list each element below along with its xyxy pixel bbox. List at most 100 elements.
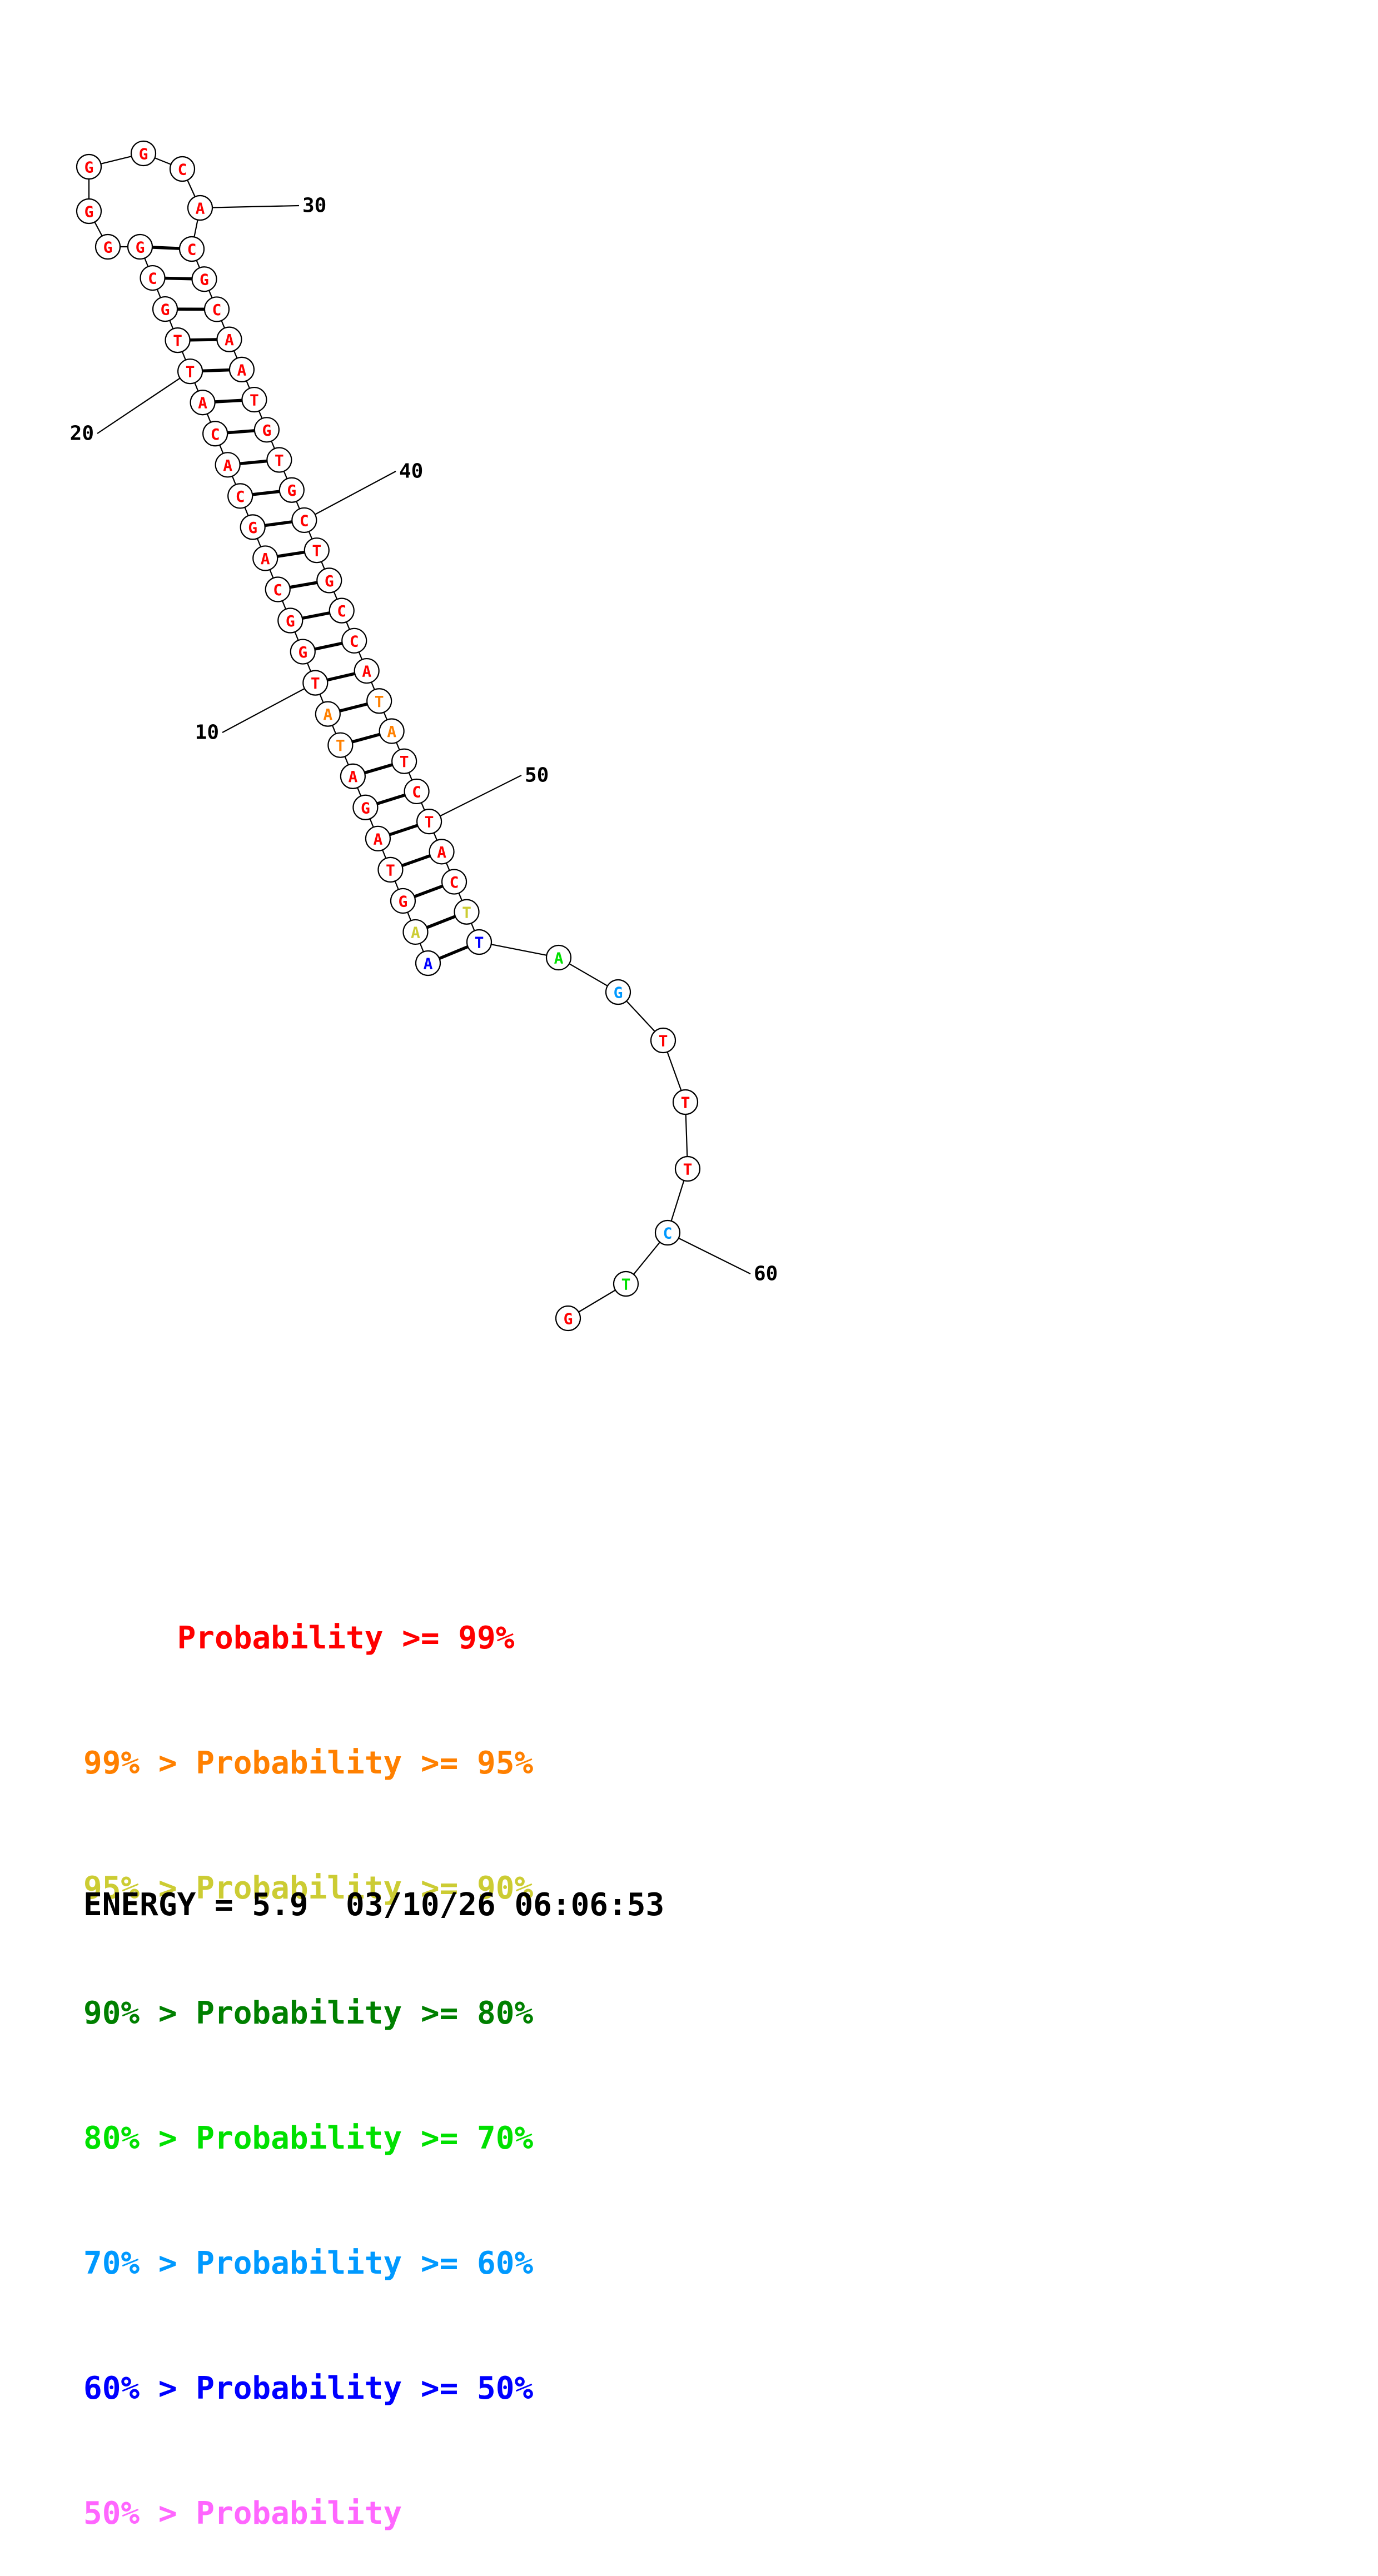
nucleotide-30: A: [188, 196, 212, 220]
position-tick-30: [212, 206, 299, 208]
nucleotide-58: T: [673, 1090, 698, 1114]
nucleotide-letter: T: [186, 363, 195, 381]
nucleotide-37: G: [255, 417, 279, 442]
nucleotide-19: A: [191, 390, 215, 415]
nucleotide-2: A: [403, 920, 427, 944]
nucleotide-45: A: [355, 659, 379, 683]
nucleotide-23: C: [141, 266, 165, 290]
nucleotide-31: C: [180, 237, 204, 261]
nucleotide-letter: T: [475, 934, 484, 952]
nucleotide-6: G: [353, 795, 377, 820]
nucleotide-10: T: [303, 671, 327, 695]
nucleotide-letter: T: [312, 542, 321, 560]
nucleotide-letter: C: [178, 161, 187, 179]
nucleotide-letter: T: [275, 451, 284, 470]
nucleotide-54: T: [467, 930, 491, 954]
nucleotide-letter: C: [337, 602, 346, 620]
nucleotide-letter: A: [373, 830, 382, 848]
nucleotide-26: G: [77, 199, 101, 223]
nucleotide-11: G: [291, 640, 315, 664]
legend-row-5: 80% > Probability >= 70%: [83, 2117, 533, 2159]
nucleotide-letter: G: [287, 481, 296, 500]
nucleotide-47: A: [380, 719, 404, 743]
nucleotide-41: T: [305, 538, 329, 562]
probability-legend: Probability >= 99% 99% > Probability >= …: [83, 1534, 533, 2576]
nucleotide-letter: T: [462, 903, 471, 921]
legend-row-1: Probability >= 99%: [83, 1617, 533, 1659]
nucleotide-letter: A: [225, 331, 234, 349]
energy-and-timestamp: ENERGY = 5.9 03/10/26 06:06:53: [83, 1887, 664, 1923]
nucleotide-32: G: [192, 267, 216, 291]
nucleotide-letter: T: [683, 1160, 693, 1179]
nucleotide-letter: G: [161, 301, 170, 319]
nucleotide-1: A: [416, 951, 440, 975]
position-tick-10: [222, 689, 305, 733]
legend-row-6: 70% > Probability >= 60%: [83, 2243, 533, 2284]
nucleotide-letter: T: [311, 674, 320, 692]
nucleotide-27: G: [77, 155, 101, 179]
nucleotide-letter: A: [323, 705, 332, 724]
nucleotide-letter: C: [450, 873, 459, 891]
nucleotide-39: G: [280, 478, 304, 502]
nucleotide-letter: C: [273, 581, 282, 599]
nucleotide-letter: G: [248, 519, 257, 537]
nucleotide-layer: AAGTAGATATGGCAGCACATTGCGGGGGCACGCAATGTGC…: [77, 141, 700, 1331]
nucleotide-letter: A: [554, 949, 564, 968]
nucleotide-49: C: [405, 779, 429, 804]
nucleotide-9: A: [316, 702, 340, 726]
nucleotide-3: G: [391, 889, 415, 913]
position-tick-50: [440, 775, 521, 816]
nucleotide-letter: A: [196, 200, 205, 218]
nucleotide-letter: G: [361, 799, 370, 817]
nucleotide-letter: T: [659, 1032, 668, 1050]
nucleotide-letter: T: [375, 692, 384, 711]
nucleotide-60: C: [655, 1220, 680, 1245]
legend-row-7: 60% > Probability >= 50%: [83, 2368, 533, 2409]
nucleotide-letter: A: [348, 768, 357, 786]
nucleotide-22: G: [153, 297, 177, 321]
nucleotide-7: A: [341, 764, 365, 789]
nucleotide-25: G: [96, 235, 120, 259]
nucleotide-letter: G: [84, 158, 94, 177]
legend-row-4: 90% > Probability >= 80%: [83, 1992, 533, 2034]
nucleotide-letter: T: [386, 861, 395, 879]
nucleotide-56: G: [606, 980, 630, 1004]
nucleotide-letter: A: [437, 843, 446, 861]
nucleotide-40: C: [292, 508, 316, 532]
nucleotide-8: T: [328, 733, 352, 758]
nucleotide-34: A: [217, 327, 241, 352]
nucleotide-21: T: [166, 328, 190, 352]
nucleotide-4: T: [378, 858, 402, 882]
nucleotide-letter: G: [325, 572, 334, 590]
position-label-20: 20: [70, 422, 94, 445]
position-label-40: 40: [399, 460, 423, 483]
nucleotide-letter: G: [614, 984, 623, 1002]
position-label-10: 10: [195, 721, 219, 744]
nucleotide-letter: C: [236, 487, 245, 506]
nucleotide-14: A: [253, 546, 277, 570]
nucleotide-letter: G: [103, 238, 113, 257]
nucleotide-letter: A: [198, 394, 207, 412]
nucleotide-letter: A: [387, 723, 396, 741]
position-tick-20: [97, 378, 180, 434]
nucleotide-letter: G: [84, 203, 94, 221]
legend-row-2: 99% > Probability >= 95%: [83, 1742, 533, 1784]
nucleotide-letter: A: [261, 550, 270, 568]
nucleotide-61: T: [614, 1272, 638, 1296]
nucleotide-letter: G: [200, 271, 209, 289]
nucleotide-35: A: [230, 357, 254, 382]
nucleotide-55: A: [546, 945, 571, 970]
nucleotide-38: T: [267, 448, 291, 472]
nucleotide-letter: C: [212, 301, 222, 319]
nucleotide-50: T: [417, 809, 441, 834]
nucleotide-44: C: [342, 629, 366, 653]
nucleotide-17: A: [216, 452, 240, 477]
position-label-30: 30: [302, 195, 326, 217]
nucleotide-letter: C: [300, 511, 309, 530]
nucleotide-letter: T: [681, 1094, 690, 1112]
nucleotide-letter: C: [663, 1224, 673, 1243]
nucleotide-15: G: [241, 515, 265, 539]
nucleotide-20: T: [178, 359, 202, 383]
nucleotide-letter: G: [136, 238, 145, 257]
